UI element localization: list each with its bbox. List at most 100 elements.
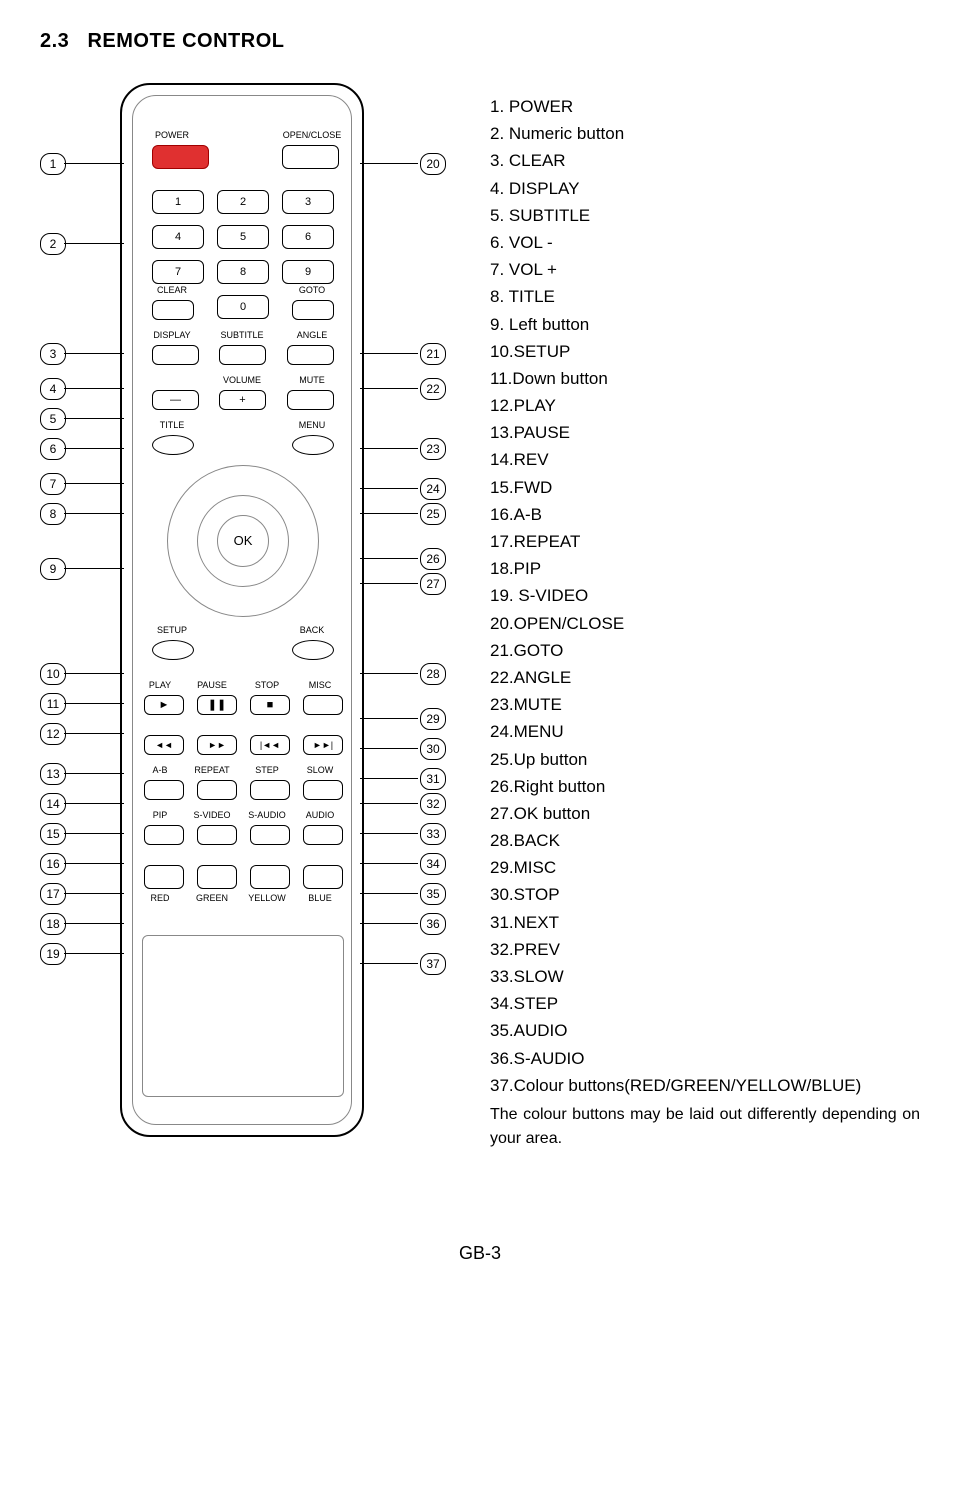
pip-button[interactable] [144,825,184,845]
label-setup: SETUP [142,625,202,635]
callout-line [360,163,418,164]
callout-number: 4 [40,378,66,400]
label-audio: AUDIO [300,810,340,820]
pause-button[interactable]: ❚❚ [197,695,237,715]
label-slow: SLOW [300,765,340,775]
setup-button[interactable] [152,640,194,660]
ab-button[interactable] [144,780,184,800]
callout-line [360,778,418,779]
callout-number: 10 [40,663,66,685]
rev-button[interactable]: ◄◄ [144,735,184,755]
num-9[interactable]: 9 [282,260,334,284]
callout-number: 15 [40,823,66,845]
label-svideo: S-VIDEO [192,810,232,820]
legend-item: 6. VOL - [490,229,920,256]
label-green: GREEN [192,893,232,903]
label-step: STEP [247,765,287,775]
callout-number: 24 [420,478,446,500]
callout-number: 34 [420,853,446,875]
subtitle-button[interactable] [219,345,266,365]
red-button[interactable] [144,865,184,889]
callout-line [64,513,124,514]
callout-line [360,833,418,834]
legend-item: 17.REPEAT [490,528,920,555]
num-8[interactable]: 8 [217,260,269,284]
num-1[interactable]: 1 [152,190,204,214]
callout-line [360,558,418,559]
section-number: 2.3 [40,30,69,52]
callout-line [360,923,418,924]
step-button[interactable] [250,780,290,800]
label-play: PLAY [140,680,180,690]
callout-number: 9 [40,558,66,580]
label-subtitle: SUBTITLE [212,330,272,340]
callout-line [64,673,124,674]
remote-body: POWER OPEN/CLOSE 1 2 3 4 5 6 7 8 9 0 CLE… [120,83,364,1137]
label-volume: VOLUME [212,375,272,385]
legend-item: 34.STEP [490,990,920,1017]
play-button[interactable]: ► [144,695,184,715]
saudio-button[interactable] [250,825,290,845]
callout-number: 33 [420,823,446,845]
legend-item: 10.SETUP [490,338,920,365]
legend-item: 20.OPEN/CLOSE [490,610,920,637]
angle-button[interactable] [287,345,334,365]
label-pip: PIP [140,810,180,820]
power-button[interactable] [152,145,209,169]
legend-item: 2. Numeric button [490,120,920,147]
stop-button[interactable]: ■ [250,695,290,715]
callout-number: 14 [40,793,66,815]
back-button[interactable] [292,640,334,660]
misc-button[interactable] [303,695,343,715]
num-3[interactable]: 3 [282,190,334,214]
legend-item: 3. CLEAR [490,147,920,174]
callout-line [360,893,418,894]
callout-line [64,448,124,449]
svideo-button[interactable] [197,825,237,845]
mute-button[interactable] [287,390,334,410]
callout-line [64,418,124,419]
menu-button[interactable] [292,435,334,455]
audio-button[interactable] [303,825,343,845]
vol-plus-button[interactable]: + [219,390,266,410]
openclose-button[interactable] [282,145,339,169]
slow-button[interactable] [303,780,343,800]
legend-list: 1. POWER2. Numeric button3. CLEAR4. DISP… [490,83,920,1183]
clear-button[interactable] [152,300,194,320]
label-back: BACK [282,625,342,635]
num-5[interactable]: 5 [217,225,269,249]
legend-item: 5. SUBTITLE [490,202,920,229]
num-0[interactable]: 0 [217,295,269,319]
goto-button[interactable] [292,300,334,320]
vol-minus-button[interactable]: — [152,390,199,410]
label-mute: MUTE [282,375,342,385]
repeat-button[interactable] [197,780,237,800]
yellow-button[interactable] [250,865,290,889]
callout-line [64,353,124,354]
title-button[interactable] [152,435,194,455]
prev-button[interactable]: |◄◄ [250,735,290,755]
num-7[interactable]: 7 [152,260,204,284]
callout-number: 37 [420,953,446,975]
num-6[interactable]: 6 [282,225,334,249]
next-button[interactable]: ►►| [303,735,343,755]
callout-number: 21 [420,343,446,365]
green-button[interactable] [197,865,237,889]
legend-item: 13.PAUSE [490,419,920,446]
num-2[interactable]: 2 [217,190,269,214]
label-title: TITLE [142,420,202,430]
legend-item: 31.NEXT [490,909,920,936]
legend-item: 23.MUTE [490,691,920,718]
num-4[interactable]: 4 [152,225,204,249]
callout-line [360,863,418,864]
callout-line [64,483,124,484]
fwd-button[interactable]: ►► [197,735,237,755]
display-button[interactable] [152,345,199,365]
callout-line [360,748,418,749]
legend-item: 35.AUDIO [490,1017,920,1044]
ok-button[interactable]: OK [217,515,269,567]
callout-number: 30 [420,738,446,760]
callout-number: 16 [40,853,66,875]
callout-line [64,388,124,389]
blue-button[interactable] [303,865,343,889]
